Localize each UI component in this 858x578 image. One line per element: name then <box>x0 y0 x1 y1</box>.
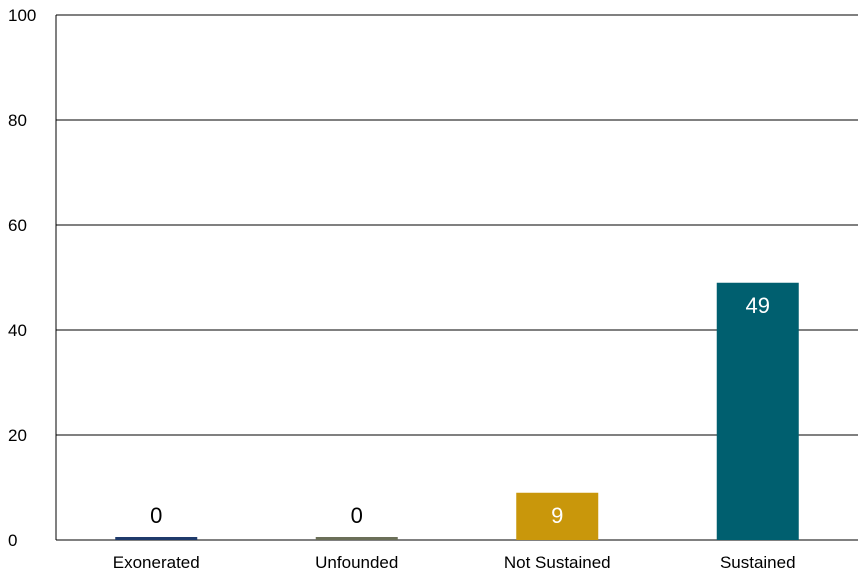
data-label: 49 <box>746 293 770 318</box>
y-axis-ticks: 0 20 40 60 80 100 <box>8 6 36 550</box>
bar <box>716 282 799 540</box>
y-tick-label: 20 <box>8 426 27 445</box>
x-axis-labels: Exonerated Unfounded Not Sustained Sustaine… <box>113 553 796 572</box>
y-tick-label: 60 <box>8 216 27 235</box>
bar <box>115 537 198 540</box>
y-tick-label: 80 <box>8 111 27 130</box>
bars <box>115 282 799 540</box>
bar <box>516 492 599 540</box>
y-tick-label: 0 <box>8 531 17 550</box>
x-tick-label: Sustained <box>720 553 796 572</box>
data-labels: 0 0 9 49 <box>150 293 770 528</box>
x-tick-label: Not Sustained <box>504 553 611 572</box>
x-tick-label: Exonerated <box>113 553 200 572</box>
data-label: 9 <box>551 503 563 528</box>
y-tick-label: 100 <box>8 6 36 25</box>
bar <box>315 537 398 540</box>
data-label: 0 <box>351 503 363 528</box>
x-tick-label: Unfounded <box>315 553 398 572</box>
y-tick-label: 40 <box>8 321 27 340</box>
data-label: 0 <box>150 503 162 528</box>
